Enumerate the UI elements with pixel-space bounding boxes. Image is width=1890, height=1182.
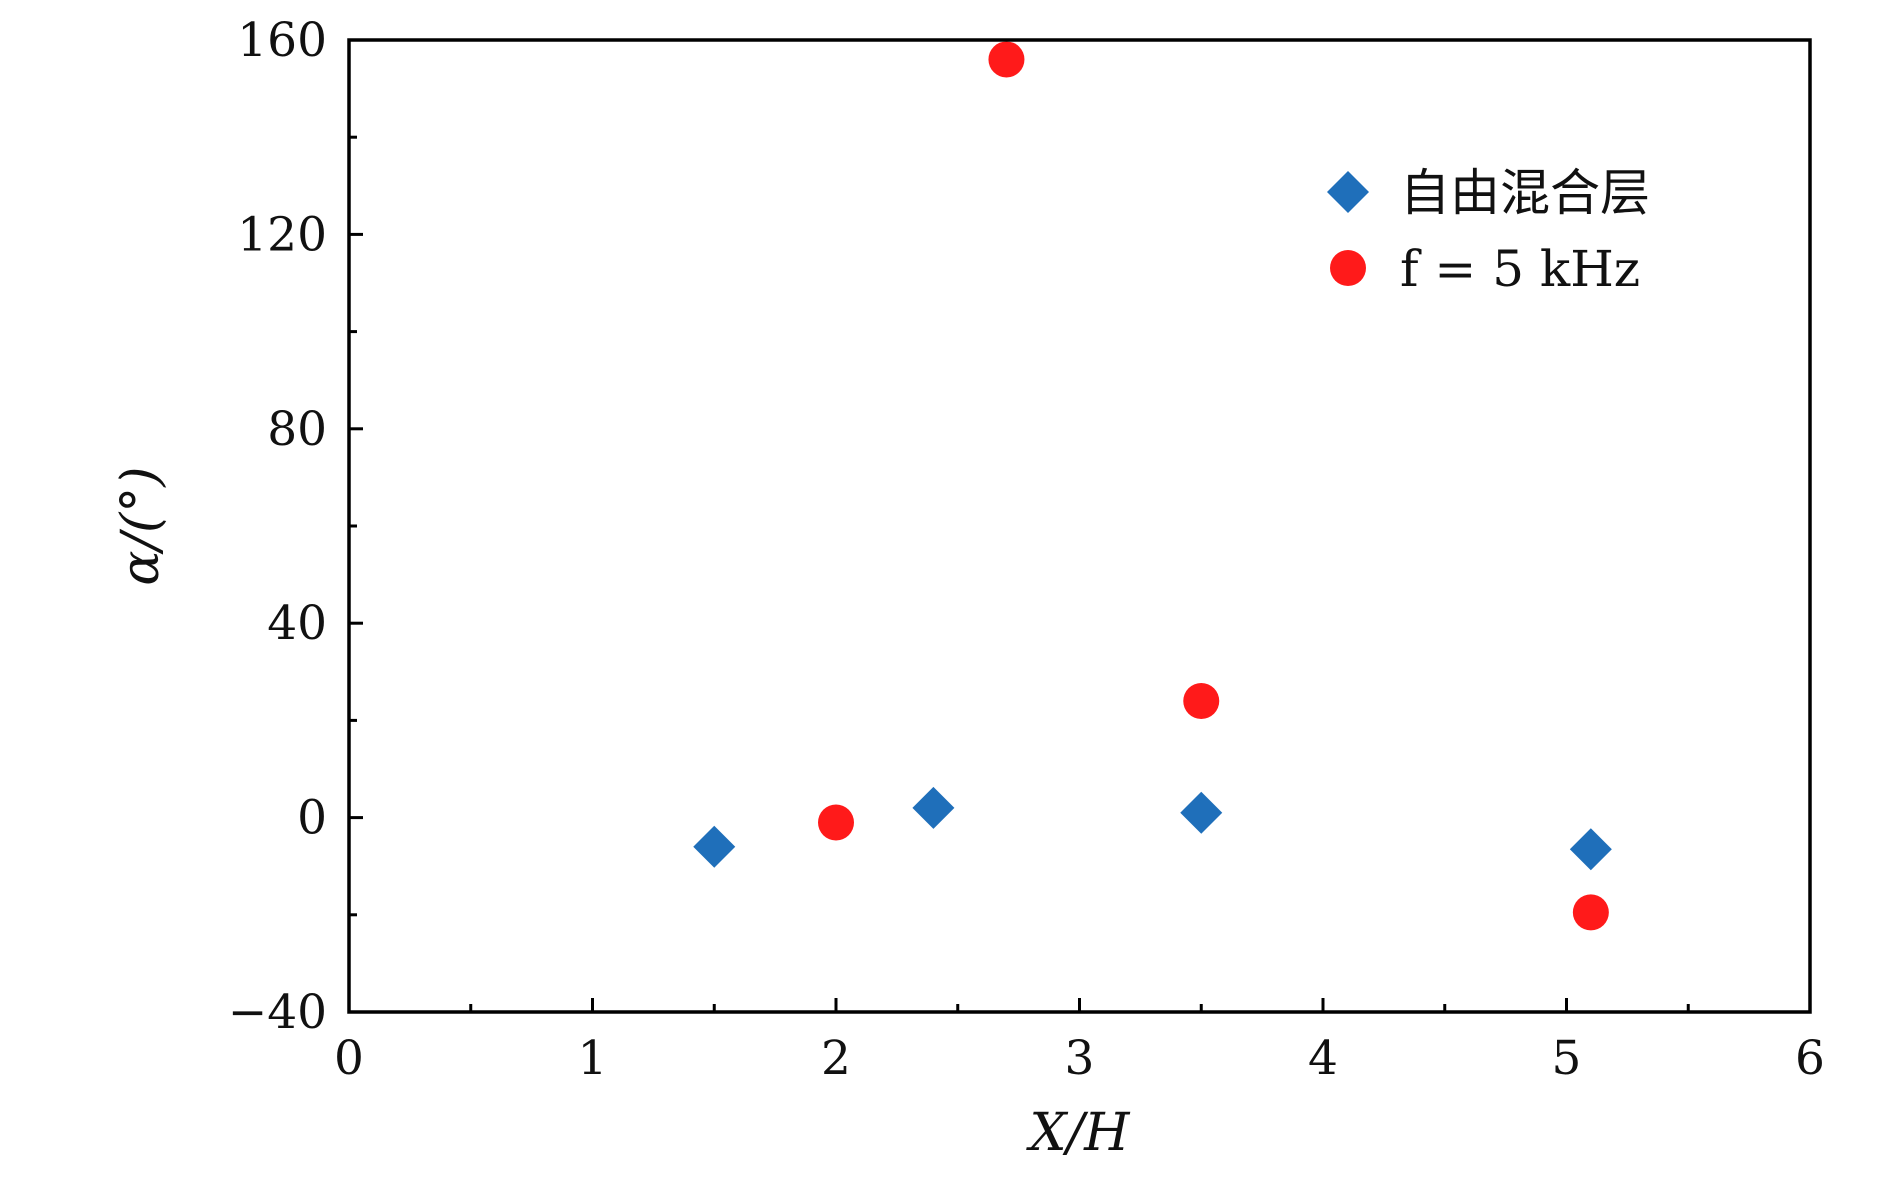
data-point-circle [818, 804, 854, 841]
x-tick-label: 0 [334, 1031, 364, 1086]
x-tick-label: 5 [1552, 1031, 1582, 1086]
legend-label-series-2: f = 5 kHz [1400, 240, 1640, 298]
data-point-diamond [1180, 791, 1223, 834]
data-point-circle [1572, 894, 1609, 931]
plot-frame [347, 38, 1812, 1014]
data-point-diamond [912, 786, 955, 829]
legend-marker-circle [1330, 250, 1366, 286]
legend-item-series-2: f = 5 kHz [1330, 240, 1640, 298]
x-tick-label: 4 [1308, 1031, 1338, 1086]
y-tick-label: 160 [237, 13, 327, 68]
y-tick-label: 0 [297, 791, 327, 846]
data-point-diamond [1569, 828, 1612, 871]
data-point-circle [1183, 682, 1220, 719]
legend-label-series-1: 自由混合层 [1400, 164, 1650, 222]
x-tick-label: 6 [1795, 1031, 1825, 1086]
x-tick-label: 3 [1065, 1031, 1095, 1086]
x-tick-label: 2 [821, 1031, 851, 1086]
y-axis-label: α/(°) [111, 466, 171, 585]
legend-marker-diamond [1327, 171, 1369, 213]
data-point-circle [988, 41, 1025, 78]
y-tick-label: 40 [267, 596, 327, 651]
legend: 自由混合层 f = 5 kHz [1327, 164, 1650, 298]
y-tick-label: 80 [267, 402, 327, 457]
data-point-diamond [693, 825, 736, 868]
x-tick-label: 1 [578, 1031, 608, 1086]
legend-item-series-1: 自由混合层 [1327, 164, 1650, 222]
x-axis-label: X/H [1026, 1103, 1132, 1163]
data-points [693, 41, 1612, 931]
y-tick-label: −40 [228, 985, 327, 1040]
y-tick-label: 120 [237, 207, 327, 262]
